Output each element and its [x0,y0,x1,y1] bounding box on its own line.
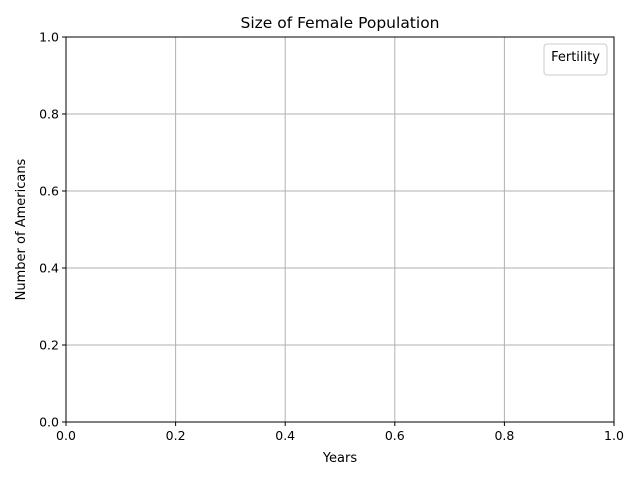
y-tick-label: 0.8 [39,107,59,122]
plot-background [66,37,614,422]
y-tick-label: 0.0 [39,415,59,430]
x-tick-label: 0.8 [494,428,514,443]
x-tick-label: 0.4 [275,428,295,443]
legend-box [543,43,608,76]
legend: Fertility [543,43,608,76]
x-tick-label: 0.6 [385,428,405,443]
legend-title: Fertility [551,50,600,65]
axes-frame [65,36,615,423]
plot-area [66,37,614,422]
y-tick-label: 0.4 [39,261,59,276]
grid [65,36,615,423]
y-tick-label: 0.6 [39,184,59,199]
chart-title: Size of Female Population [240,14,439,32]
x-tick-label: 1.0 [604,428,624,443]
x-tick-label: 0.2 [166,428,186,443]
y-axis-label: Number of Americans [14,158,29,300]
x-tick-label: 0.0 [56,428,76,443]
y-tick-label: 1.0 [39,30,59,45]
y-tick-label: 0.2 [39,338,59,353]
ticks: 0.0 0.2 0.4 0.6 0.8 1.0 0.0 0.2 0.4 0.6 0.8 1.0 [39,30,624,444]
x-axis-label: Years [322,451,358,466]
